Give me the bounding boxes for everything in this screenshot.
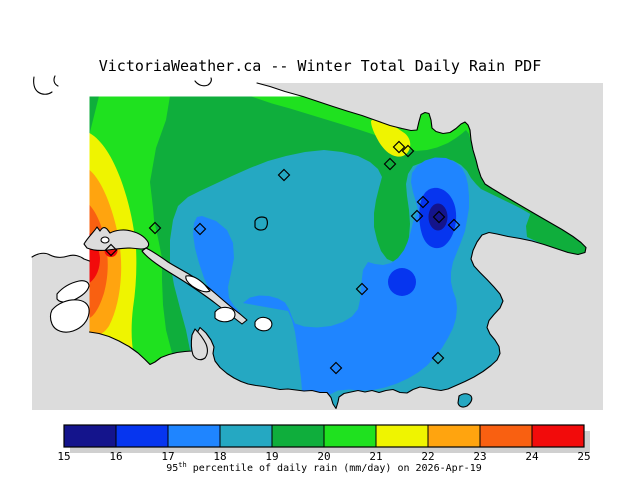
lake-outline [254, 216, 268, 231]
station-marker [416, 195, 430, 209]
caption-number: 95 [166, 463, 179, 474]
colorbar-cell [427, 424, 481, 448]
colorbar-tick-label: 23 [473, 450, 487, 463]
harbour-islet [100, 236, 110, 244]
caption-text: percentile of daily rain (mm/day) on 202… [186, 463, 482, 474]
colorbar-tick-label: 20 [317, 450, 331, 463]
channel-islet-3 [254, 316, 273, 332]
colorbar [63, 424, 585, 448]
colorbar-tick-label: 25 [577, 450, 591, 463]
colorbar-frame [63, 424, 585, 448]
station-marker [329, 361, 343, 375]
coast-fragment-squiggle [194, 77, 212, 87]
colorbar-cell [323, 424, 377, 448]
map-title: VictoriaWeather.ca -- Winter Total Daily… [98, 57, 542, 75]
southwest-bay [190, 328, 208, 361]
station-marker [277, 168, 291, 182]
inlet-tip-coast-fragment [33, 76, 53, 95]
colorbar-tick-label: 19 [265, 450, 279, 463]
colorbar-cell [167, 424, 221, 448]
contour-15-16-core [428, 203, 448, 231]
station-marker [355, 282, 369, 296]
station-marker [410, 209, 424, 223]
station-marker [432, 210, 446, 224]
contour-19-20-west-sliver [89, 96, 99, 138]
colorbar-cell [271, 424, 325, 448]
colorbar-cell [531, 424, 585, 448]
station-marker [431, 351, 445, 365]
harbour-inlet [83, 226, 150, 251]
station-marker [401, 144, 415, 158]
colorbar-cell [375, 424, 429, 448]
south-islet [457, 393, 473, 408]
contour-17-18-west-lobe [193, 216, 240, 313]
station-marker [148, 221, 162, 235]
coastline [88, 82, 587, 410]
channel-islet-1 [185, 275, 211, 293]
west-shoreline [31, 252, 91, 262]
colorbar-tick-label: 18 [213, 450, 227, 463]
station-marker [447, 218, 461, 232]
colorbar-tick-label: 21 [369, 450, 383, 463]
colorbar-tick-label: 22 [421, 450, 435, 463]
station-marker [193, 222, 207, 236]
station-marker [383, 157, 397, 171]
colorbar-caption: 95th percentile of daily rain (mm/day) o… [64, 461, 584, 474]
colorbar-cell [219, 424, 273, 448]
outside-domain-land [32, 83, 303, 261]
colorbar-cell [115, 424, 169, 448]
station-markers [104, 140, 461, 375]
contour-21-22-north-wedge [371, 118, 411, 157]
channel-islet-2 [214, 306, 236, 323]
west-island [49, 299, 90, 333]
colorbar-tick-label: 24 [525, 450, 539, 463]
contour-19-20-arm-tip [526, 212, 586, 255]
contour-16-17-south-spot [388, 268, 416, 296]
colorbar-cell [479, 424, 533, 448]
station-marker [392, 140, 406, 154]
station-marker [104, 243, 118, 257]
coast-fragment-small [53, 75, 59, 87]
colorbar-tick-label: 17 [161, 450, 175, 463]
colorbar-tick-label: 15 [57, 450, 71, 463]
colorbar-tick-label: 16 [109, 450, 123, 463]
caption-superscript: th [178, 461, 187, 469]
contour-17-18-main [243, 157, 469, 397]
colorbar-cell [63, 424, 117, 448]
